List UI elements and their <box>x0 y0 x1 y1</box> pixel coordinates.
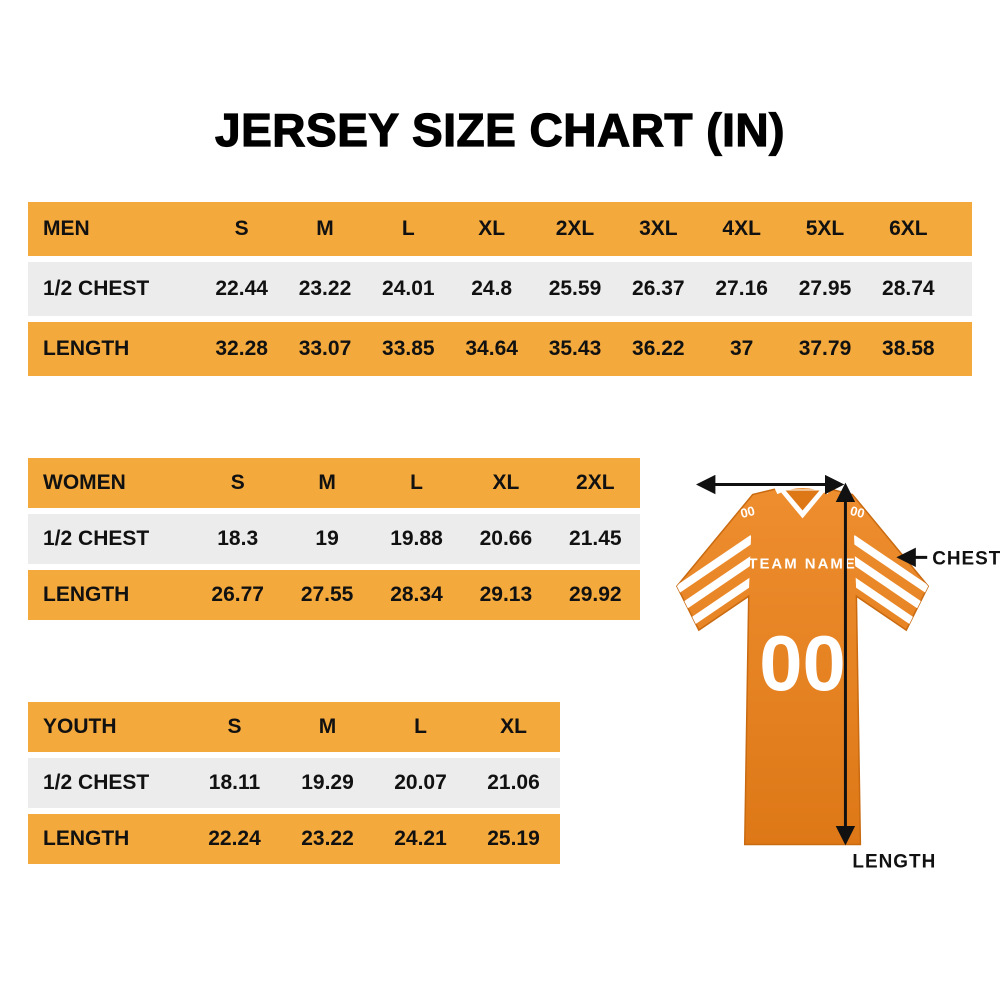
value-cell: 23.22 <box>298 277 352 300</box>
value-cell: 28.34 <box>390 583 443 606</box>
size-header-cell: 3XL <box>639 217 678 240</box>
value-cell: 28.74 <box>882 277 935 300</box>
value-cell: 20.66 <box>479 527 533 550</box>
women-half-chest-row: 1/2 CHEST 18.3 19 19.88 20.66 21.45 <box>28 514 640 564</box>
value-cell: 26.37 <box>632 277 685 300</box>
row-label: 1/2 CHEST <box>43 771 150 794</box>
size-header-cell: 6XL <box>889 217 928 240</box>
jersey-graphic: 00 00 TEAM NAME 00 <box>676 480 930 846</box>
value-cell: 25.59 <box>548 277 602 300</box>
value-cell: 23.22 <box>301 827 354 850</box>
value-cell: 24.01 <box>382 277 435 300</box>
value-cell: 37.79 <box>798 337 852 360</box>
value-cell: 21.06 <box>487 771 540 794</box>
value-cell: 29.13 <box>479 583 533 606</box>
row-label: 1/2 CHEST <box>43 527 150 550</box>
size-header-cell: S <box>227 715 242 738</box>
size-header-cell: L <box>410 471 423 494</box>
women-length-row: LENGTH 26.77 27.55 28.34 29.13 29.92 <box>28 570 640 620</box>
youth-size-table: YOUTH S M L XL 1/2 CHEST 18.11 19.29 20.… <box>28 702 560 870</box>
size-header-cell: XL <box>500 715 527 738</box>
v-neck-inner <box>785 490 820 511</box>
size-header-cell: M <box>318 715 337 738</box>
value-cell: 20.07 <box>394 771 447 794</box>
size-header-cell: 2XL <box>555 217 595 240</box>
value-cell: 36.22 <box>632 337 685 360</box>
value-cell: 27.55 <box>300 583 354 606</box>
value-cell: 27.16 <box>715 277 768 300</box>
value-cell: 25.19 <box>487 827 540 850</box>
value-cell: 29.92 <box>569 583 622 606</box>
jersey-measurement-figure: 00 00 TEAM NAME 00 CHEST LENGTH <box>645 460 1000 884</box>
row-label: LENGTH <box>43 827 130 850</box>
size-header-cell: L <box>401 217 415 240</box>
row-label: 1/2 CHEST <box>43 277 150 300</box>
chest-label: CHEST <box>932 548 1000 569</box>
page-title: JERSEY SIZE CHART (IN) <box>214 103 785 156</box>
value-cell: 34.64 <box>465 337 518 360</box>
value-cell: 18.11 <box>208 771 261 794</box>
size-header-cell: L <box>414 715 427 738</box>
size-header-cell: S <box>230 471 245 494</box>
value-cell: 27.95 <box>798 277 852 300</box>
value-cell: 33.07 <box>298 337 352 360</box>
value-cell: 19 <box>315 527 339 550</box>
men-header-row: MEN S M L XL 2XL 3XL 4XL 5XL 6XL <box>28 202 972 256</box>
size-header-cell: S <box>234 217 249 240</box>
value-cell: 24.8 <box>471 277 513 300</box>
size-header-cell: M <box>318 471 336 494</box>
row-label: LENGTH <box>43 583 130 606</box>
value-cell: 26.77 <box>211 583 264 606</box>
value-cell: 19.88 <box>390 527 443 550</box>
youth-length-row: LENGTH 22.24 23.22 24.21 25.19 <box>28 814 560 864</box>
size-header-cell: XL <box>492 471 520 494</box>
table-category-label: WOMEN <box>43 471 126 494</box>
value-cell: 22.24 <box>208 827 261 850</box>
women-header-row: WOMEN S M L XL 2XL <box>28 458 640 508</box>
youth-half-chest-row: 1/2 CHEST 18.11 19.29 20.07 21.06 <box>28 758 560 808</box>
men-half-chest-row: 1/2 CHEST 22.44 23.22 24.01 24.8 25.59 2… <box>28 262 972 316</box>
youth-header-row: YOUTH S M L XL <box>28 702 560 752</box>
value-cell: 33.85 <box>382 337 435 360</box>
value-cell: 37 <box>729 337 754 360</box>
size-header-cell: XL <box>478 217 506 240</box>
value-cell: 32.28 <box>215 337 268 360</box>
jersey-illustration: 00 00 TEAM NAME 00 CHEST LENGTH <box>676 474 1000 872</box>
team-name-text: TEAM NAME <box>748 555 856 572</box>
value-cell: 18.3 <box>217 527 259 550</box>
value-cell: 22.44 <box>215 277 268 300</box>
jersey-number-text: 00 <box>759 621 846 707</box>
women-size-table: WOMEN S M L XL 2XL 1/2 CHEST 18.3 19 19.… <box>28 458 640 626</box>
value-cell: 38.58 <box>882 337 935 360</box>
size-header-cell: 5XL <box>805 217 845 240</box>
row-label: LENGTH <box>43 337 130 360</box>
size-header-cell: 2XL <box>576 471 615 494</box>
table-category-label: YOUTH <box>43 715 117 738</box>
left-shoulder-number: 00 <box>739 503 757 521</box>
value-cell: 35.43 <box>548 337 602 360</box>
value-cell: 21.45 <box>569 527 622 550</box>
men-size-table: MEN S M L XL 2XL 3XL 4XL 5XL 6XL 1/2 CHE… <box>28 202 972 382</box>
table-category-label: MEN <box>43 217 90 240</box>
men-length-row: LENGTH 32.28 33.07 33.85 34.64 35.43 36.… <box>28 322 972 376</box>
size-header-cell: 4XL <box>722 217 761 240</box>
value-cell: 24.21 <box>394 827 447 850</box>
value-cell: 19.29 <box>301 771 354 794</box>
size-header-cell: M <box>316 217 334 240</box>
length-label: LENGTH <box>852 851 936 872</box>
